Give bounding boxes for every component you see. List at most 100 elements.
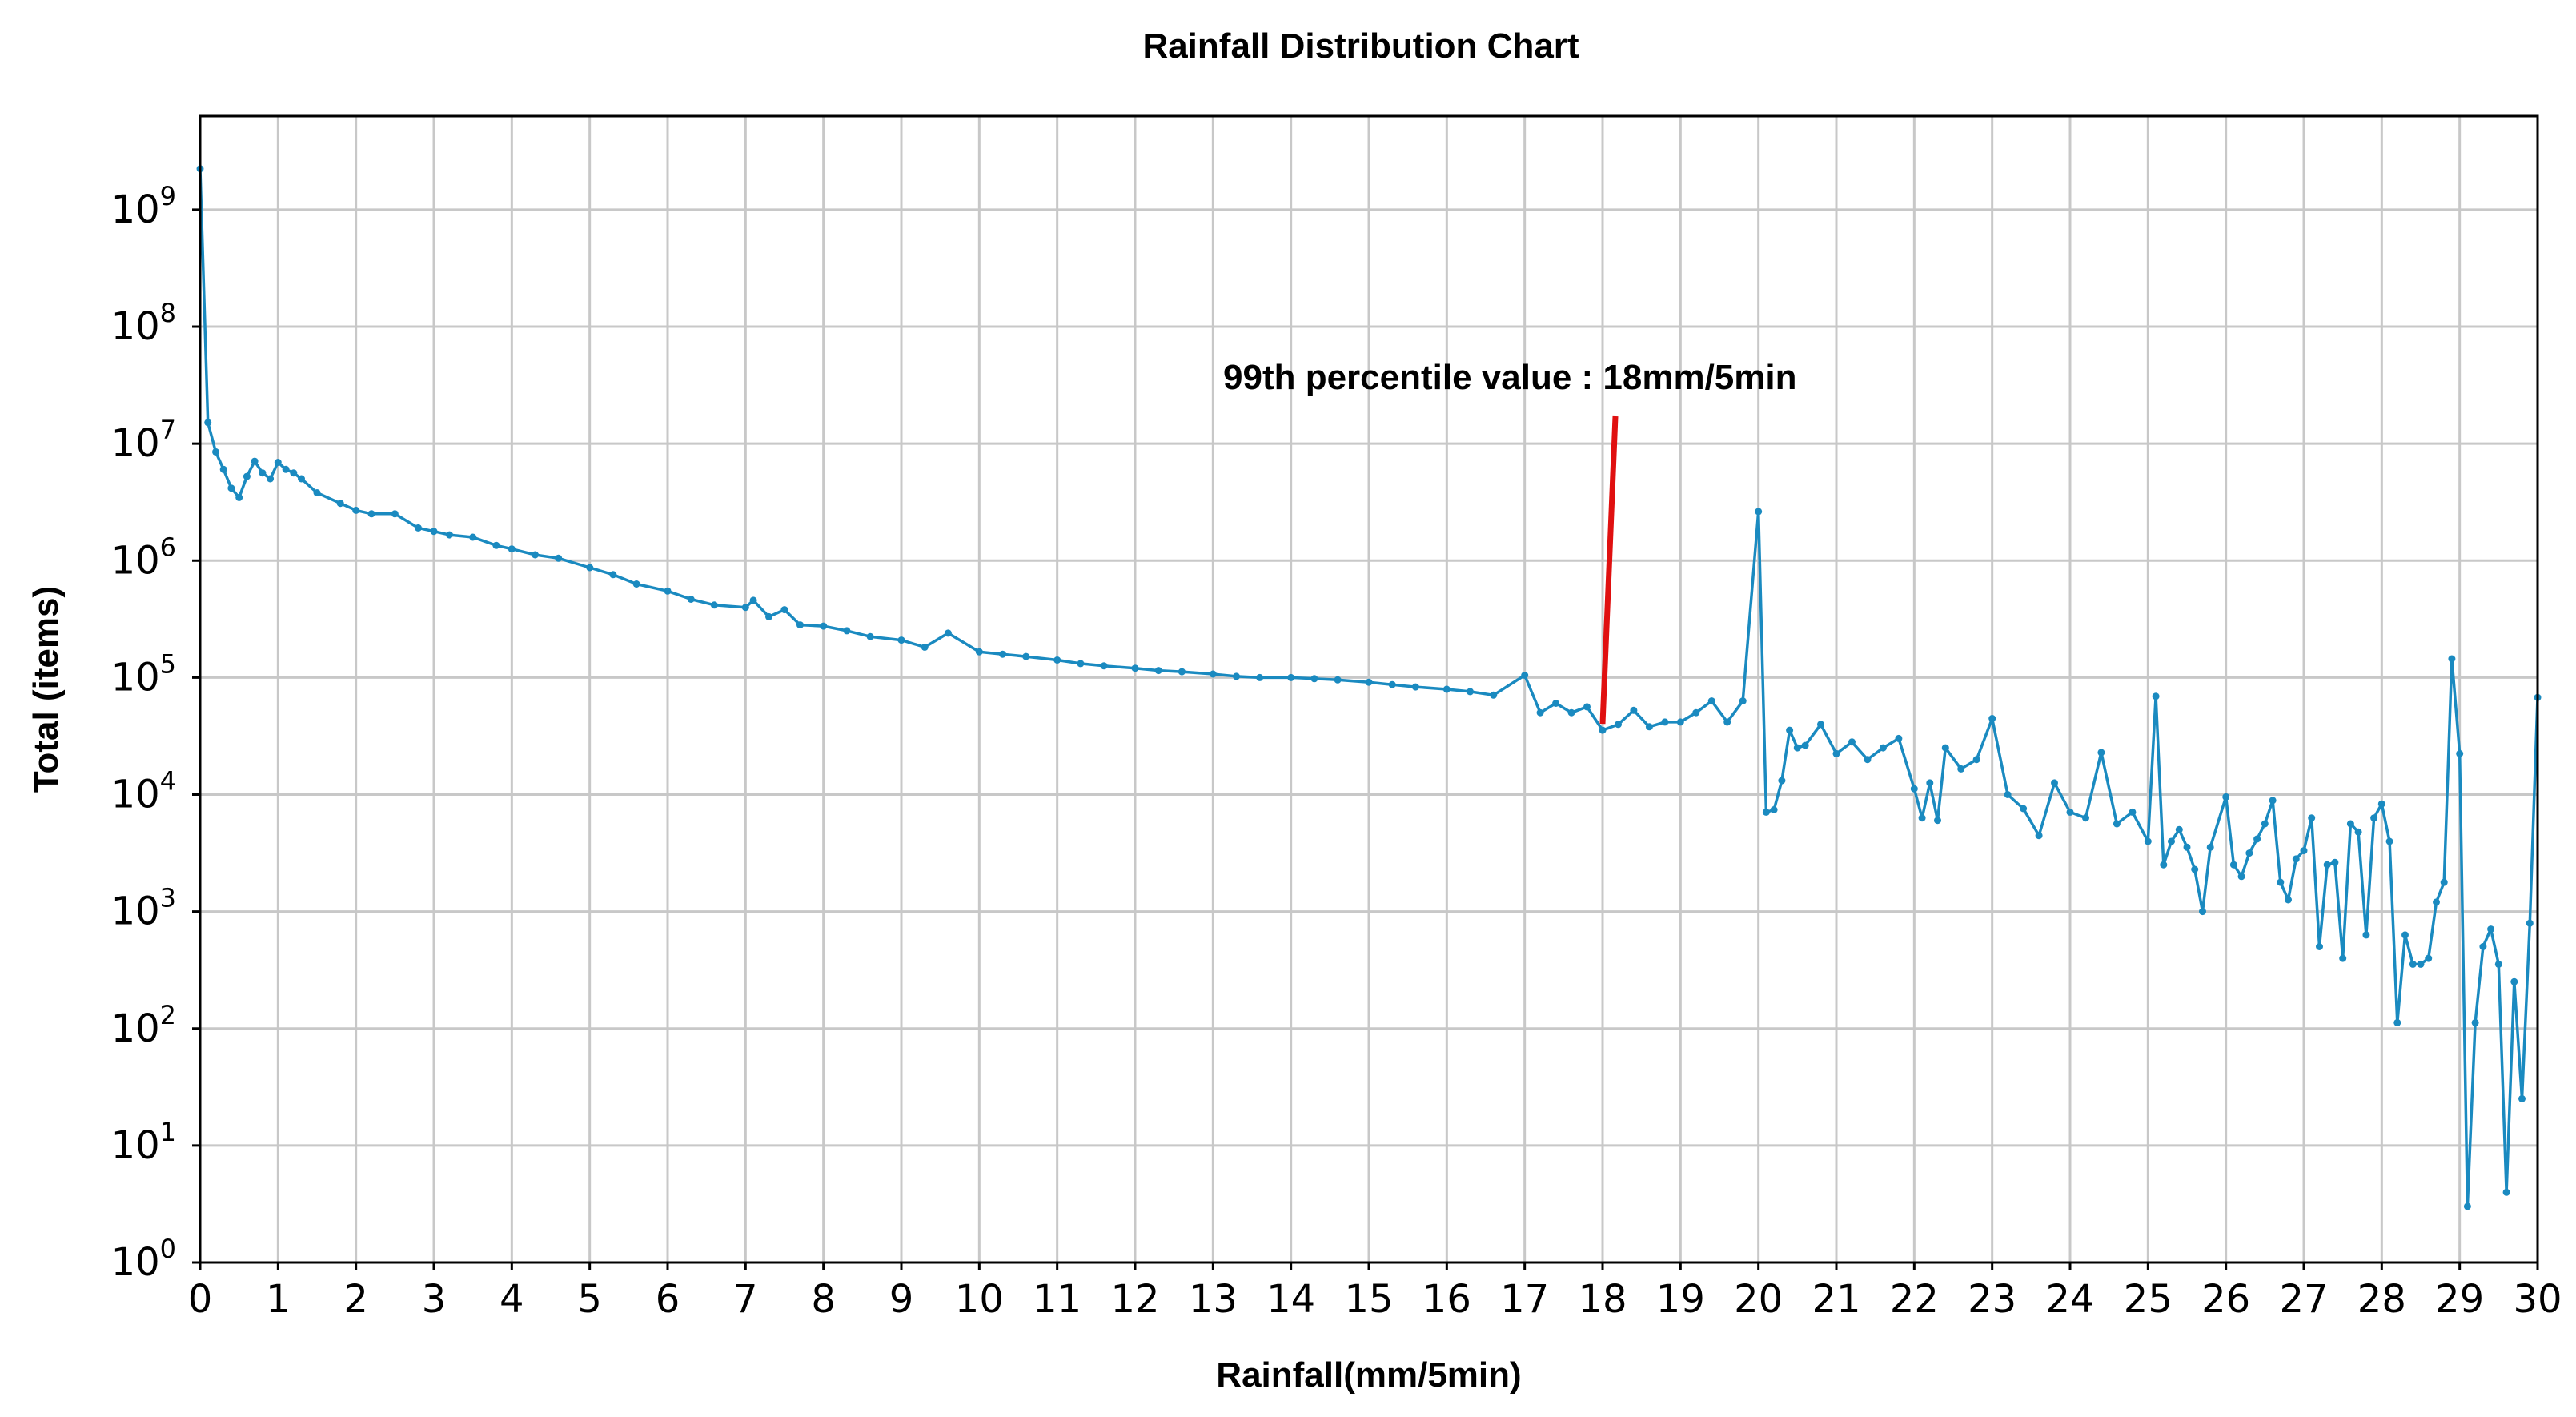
data-point xyxy=(274,459,282,466)
data-point xyxy=(2285,896,2292,904)
data-point xyxy=(2433,898,2440,906)
x-tick-label: 9 xyxy=(889,1277,914,1322)
y-tick-exponent: 7 xyxy=(160,415,176,445)
data-point xyxy=(2354,828,2362,836)
y-tick-base: 10 xyxy=(111,1006,160,1051)
data-point xyxy=(2245,849,2253,857)
data-point xyxy=(282,465,290,473)
x-tick-label: 22 xyxy=(1890,1277,1939,1322)
data-point xyxy=(2277,878,2285,886)
data-point xyxy=(2222,793,2230,801)
y-tick-exponent: 4 xyxy=(160,766,176,797)
data-point xyxy=(2191,865,2199,873)
data-point xyxy=(2471,1018,2479,1026)
y-tick-label: 109 xyxy=(111,181,176,232)
y-tick-base: 10 xyxy=(111,538,160,583)
y-tick-label: 106 xyxy=(111,532,176,583)
data-point xyxy=(1442,685,1451,693)
data-point xyxy=(2097,749,2105,757)
data-point xyxy=(1832,749,1840,757)
y-tick-exponent: 5 xyxy=(160,648,176,679)
y-tick-exponent: 9 xyxy=(160,181,176,211)
data-point xyxy=(469,533,477,541)
y-tick-label: 105 xyxy=(111,648,176,700)
y-tick-label: 103 xyxy=(111,883,176,934)
x-tick-label: 23 xyxy=(1968,1277,2016,1322)
data-point xyxy=(2362,931,2370,939)
data-point xyxy=(1077,660,1085,668)
data-point xyxy=(2331,858,2339,866)
x-tick-label: 25 xyxy=(2124,1277,2173,1322)
data-point xyxy=(2129,808,2137,816)
x-axis-label: Rainfall(mm/5min) xyxy=(1216,1355,1521,1395)
y-tick-label: 107 xyxy=(111,415,176,466)
data-point xyxy=(2082,814,2089,822)
y-tick-exponent: 0 xyxy=(160,1234,176,1264)
data-point xyxy=(2261,820,2269,828)
data-point xyxy=(1536,708,1544,717)
data-point xyxy=(1287,673,1295,681)
series-line xyxy=(199,168,2539,1208)
data-point xyxy=(391,510,399,518)
x-tick-label: 3 xyxy=(422,1277,447,1322)
data-point xyxy=(1926,779,1934,787)
data-point xyxy=(1100,662,1108,670)
data-point xyxy=(1934,817,1941,825)
data-point xyxy=(2066,808,2074,816)
data-point xyxy=(1801,741,1809,749)
x-tick-label: 6 xyxy=(656,1277,680,1322)
x-tick-label: 20 xyxy=(1734,1277,1783,1322)
chart-title: Rainfall Distribution Chart xyxy=(1142,26,1579,66)
x-tick-label: 24 xyxy=(2045,1277,2094,1322)
data-point xyxy=(2417,960,2425,968)
data-point xyxy=(1365,678,1373,686)
data-point xyxy=(2526,919,2534,927)
axis-ticks: 0 1 2 3 4 5 6 7 8 9 10 11 12 13 14 15 16 17 18 19 20 21 22 23 24… xyxy=(111,181,2562,1322)
x-tick-label: 0 xyxy=(188,1277,213,1322)
data-point xyxy=(2510,977,2518,985)
y-tick-label: 104 xyxy=(111,766,176,817)
data-point xyxy=(1972,756,1980,764)
data-point xyxy=(2237,873,2245,881)
grid xyxy=(199,116,2539,1264)
data-point xyxy=(1988,715,1996,722)
data-point xyxy=(2393,1018,2401,1026)
data-point xyxy=(2456,749,2464,757)
data-point xyxy=(2269,797,2277,805)
data-point xyxy=(820,622,828,630)
data-point xyxy=(2448,655,2456,663)
data-point xyxy=(367,510,375,518)
x-tick-label: 30 xyxy=(2513,1277,2562,1322)
data-point xyxy=(219,465,227,473)
data-point xyxy=(1256,673,1264,681)
data-point xyxy=(2292,855,2300,863)
data-point xyxy=(687,596,695,603)
data-point xyxy=(1957,765,1965,773)
x-tick-label: 10 xyxy=(955,1277,1004,1322)
y-tick-label: 101 xyxy=(111,1117,176,1168)
data-point xyxy=(336,500,344,508)
data-point xyxy=(1879,744,1887,752)
data-point xyxy=(1022,652,1030,660)
y-tick-label: 100 xyxy=(111,1234,176,1285)
data-point xyxy=(1388,680,1396,688)
y-tick-base: 10 xyxy=(111,421,160,466)
y-tick-exponent: 2 xyxy=(160,1000,176,1030)
y-tick-exponent: 8 xyxy=(160,298,176,328)
data-point xyxy=(2253,835,2261,843)
data-point xyxy=(2323,861,2331,869)
data-point xyxy=(1762,808,1770,816)
data-point xyxy=(944,629,952,637)
data-point xyxy=(1676,718,1684,726)
data-point xyxy=(2339,954,2347,962)
data-point xyxy=(2206,843,2214,851)
data-point xyxy=(1786,726,1794,734)
annotation-pointer-line xyxy=(1599,415,1619,725)
data-point xyxy=(2502,1188,2510,1196)
data-point xyxy=(555,554,563,562)
data-point xyxy=(204,419,212,427)
data-point xyxy=(1233,672,1240,680)
data-point xyxy=(586,564,594,572)
data-point xyxy=(313,489,321,496)
